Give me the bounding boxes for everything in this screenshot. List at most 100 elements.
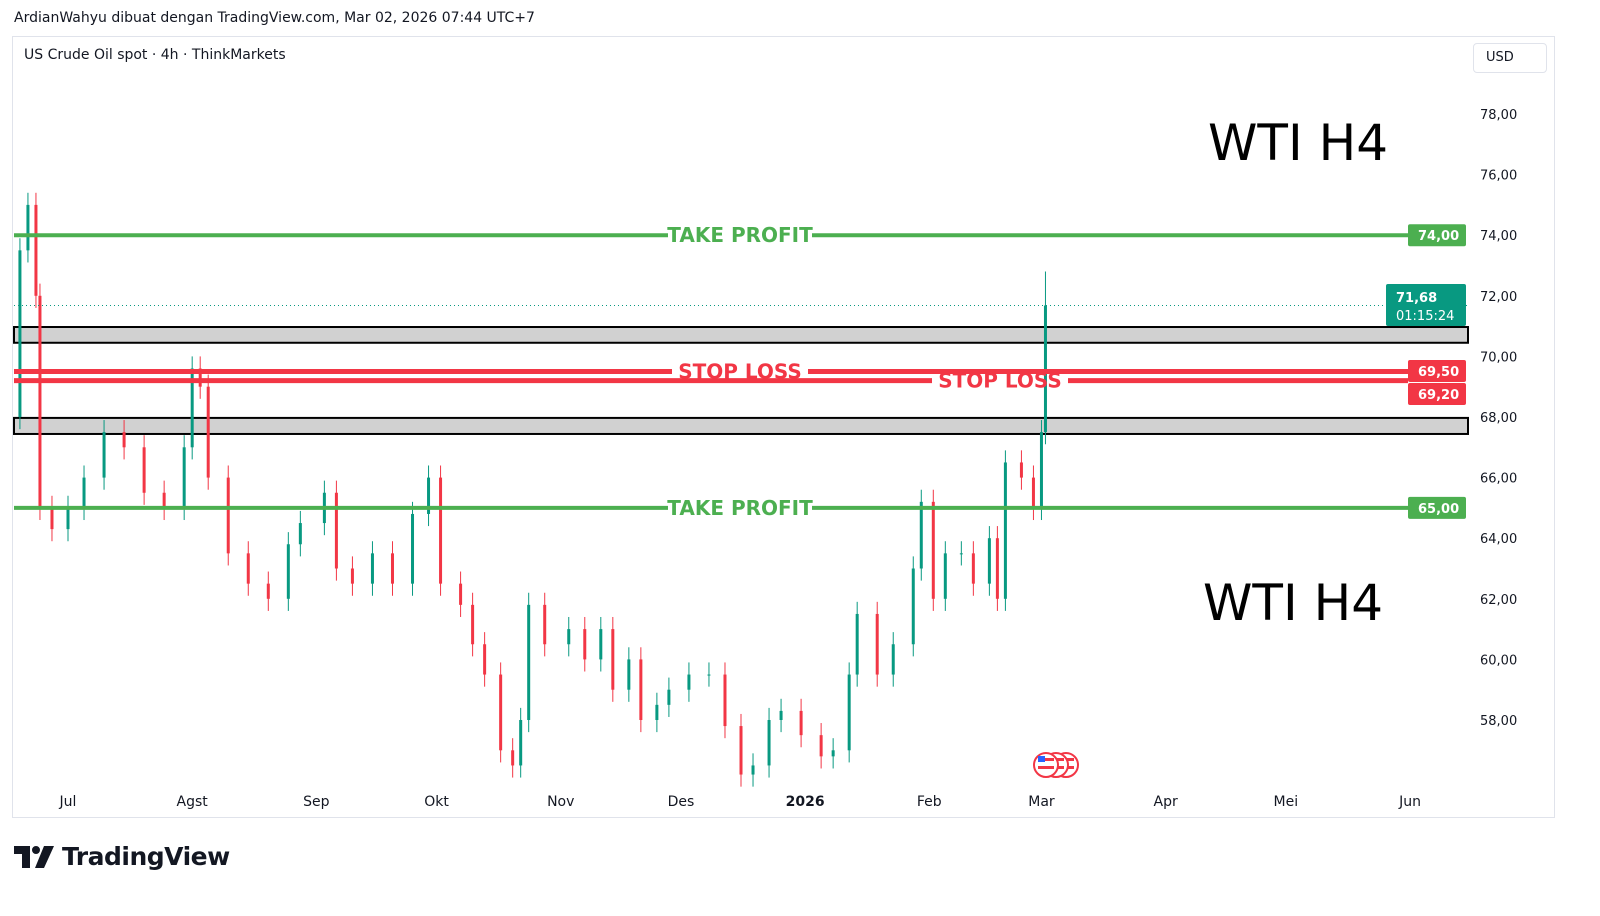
candle-body (567, 629, 571, 645)
annotation-text: WTI H4 (1208, 114, 1388, 172)
x-tick-label: Sep (303, 794, 330, 810)
take-profit-label: TAKE PROFIT (667, 496, 813, 520)
candle-body (162, 492, 166, 508)
candle-body (1039, 432, 1043, 508)
candle-body (38, 295, 42, 508)
x-tick-label: Nov (547, 794, 574, 810)
candle-body (599, 629, 603, 660)
last-price-tag (1386, 284, 1466, 326)
candle-body (667, 689, 671, 705)
candle-body (911, 568, 915, 645)
last-price-value: 71,68 (1396, 291, 1437, 306)
x-tick-label: Des (668, 794, 695, 810)
price-tag-label: 65,00 (1418, 502, 1459, 517)
support-resistance-zone (13, 416, 1469, 435)
candle-body (190, 368, 194, 448)
candle-body (499, 674, 503, 751)
price-tag (1408, 360, 1466, 382)
y-tick-label: 58,00 (1480, 714, 1517, 729)
x-tick-label: Mei (1274, 794, 1299, 810)
candle-body (707, 674, 711, 676)
flag-stripe (1038, 758, 1054, 761)
candle-body (1003, 462, 1007, 599)
candle-body (350, 568, 354, 584)
candle-body (334, 492, 338, 569)
flag-stripe (1038, 766, 1054, 769)
symbol-title[interactable]: US Crude Oil spot · 4h · ThinkMarkets (24, 47, 286, 63)
price-tag (1408, 496, 1466, 519)
candle-body (206, 386, 210, 478)
candle-body (543, 604, 547, 645)
candle-body (266, 583, 270, 599)
candle-body (427, 477, 431, 514)
candle-body (122, 432, 126, 448)
currency-button[interactable]: USD (1473, 43, 1547, 73)
y-tick-label: 60,00 (1480, 653, 1517, 668)
candle-body (142, 447, 146, 493)
candle-body (246, 553, 250, 584)
y-tick-label: 72,00 (1480, 290, 1517, 305)
x-tick-label: Feb (917, 794, 942, 810)
candle-body (639, 659, 643, 720)
candle-body (891, 644, 895, 675)
chart-frame (12, 36, 1555, 818)
candle-body (767, 720, 771, 766)
candle-body (583, 629, 587, 660)
x-tick-label: Agst (177, 794, 209, 810)
candle-body (483, 644, 487, 675)
y-tick-label: 68,00 (1480, 411, 1517, 426)
flag-canton (1038, 756, 1045, 762)
x-tick-label: Jul (59, 794, 77, 810)
candle-body (855, 613, 859, 675)
candle-body (198, 368, 202, 387)
candle-body (1043, 305, 1047, 433)
y-tick-label: 62,00 (1480, 593, 1517, 608)
y-tick-label: 78,00 (1480, 108, 1517, 123)
candle-body (411, 513, 415, 584)
candle-body (751, 765, 755, 775)
countdown-timer: 01:15:24 (1396, 309, 1454, 324)
x-tick-label: Jun (1398, 794, 1421, 810)
candle-body (959, 553, 963, 555)
candle-body (18, 250, 22, 417)
y-tick-label: 74,00 (1480, 229, 1517, 244)
support-resistance-zone (13, 326, 1469, 344)
candle-body (527, 604, 531, 720)
candle-body (439, 477, 443, 584)
candle-body (819, 735, 823, 757)
candle-body (34, 204, 38, 296)
candle-body (26, 204, 30, 251)
candle-body (519, 720, 523, 766)
candle-body (987, 538, 991, 584)
x-tick-label: Mar (1028, 794, 1055, 810)
logo-text: TradingView (62, 842, 230, 871)
take-profit-label: TAKE PROFIT (667, 223, 813, 247)
candle-body (779, 710, 783, 720)
candle-body (831, 750, 835, 757)
candle-body (182, 447, 186, 508)
candle-body (459, 583, 463, 605)
candle-body (875, 613, 879, 675)
price-tag-label: 69,20 (1418, 388, 1459, 403)
x-tick-label: 2026 (786, 794, 825, 810)
price-tag-label: 69,50 (1418, 365, 1459, 380)
y-tick-label: 70,00 (1480, 350, 1517, 365)
tradingview-logo-icon (14, 845, 54, 868)
chart-credit: ArdianWahyu dibuat dengan TradingView.co… (14, 10, 535, 26)
candle-body (931, 501, 935, 599)
candle-body (919, 501, 923, 569)
annotation-text: WTI H4 (1203, 574, 1383, 632)
candle-body (723, 674, 727, 727)
us-flag-event-icon (1033, 752, 1059, 778)
candle-body (286, 544, 290, 599)
tradingview-logo[interactable]: TradingView (14, 842, 230, 871)
candle-body (847, 674, 851, 751)
candle-body (1019, 462, 1023, 478)
candle-body (82, 477, 86, 508)
stop-loss-label: STOP LOSS (938, 369, 1062, 393)
candle-body (226, 477, 230, 554)
candle-body (627, 659, 631, 690)
y-tick-label: 76,00 (1480, 169, 1517, 184)
candle-body (687, 674, 691, 690)
